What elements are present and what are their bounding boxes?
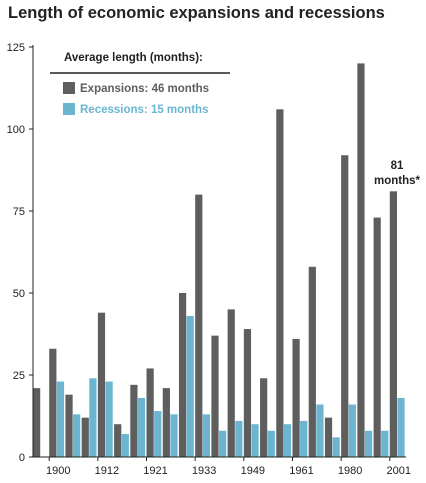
expansion-bar — [243, 329, 252, 457]
recession-bar — [283, 424, 292, 457]
recession-bar — [186, 315, 194, 457]
expansion-bar — [81, 417, 89, 457]
legend-heading: Average length (months): — [64, 52, 203, 64]
recession-bar — [154, 411, 162, 457]
recession-bar — [348, 404, 356, 457]
legend-label-expansions: Expansions: 46 months — [80, 83, 209, 95]
expansion-bar — [373, 217, 381, 457]
recession-bar — [300, 420, 308, 457]
y-tick-label: 100 — [7, 124, 25, 136]
y-axis-ticks: 0 25 50 75 100 125 — [7, 42, 33, 464]
recession-bar — [121, 434, 129, 457]
y-tick-label: 25 — [13, 370, 25, 382]
expansion-bar — [260, 378, 268, 457]
expansion-bar — [162, 388, 170, 457]
recession-bar — [364, 430, 373, 457]
expansion-bar — [357, 63, 365, 458]
recession-bar — [235, 420, 243, 457]
recession-bar — [381, 430, 389, 457]
expansion-bar — [114, 424, 122, 457]
y-tick-label: 125 — [7, 42, 25, 54]
expansion-bar — [292, 338, 300, 457]
recession-bar — [202, 414, 211, 457]
bars-group — [33, 63, 405, 458]
annotation-value: 81 — [391, 160, 404, 172]
recession-bar — [137, 397, 146, 457]
legend-swatch-expansions — [63, 82, 75, 94]
recession-bar — [56, 381, 65, 457]
recession-bar — [73, 414, 81, 457]
recession-bar — [267, 430, 275, 457]
recession-bar — [219, 430, 227, 457]
expansion-bar — [146, 368, 154, 457]
chart-title: Length of economic expansions and recess… — [8, 4, 385, 22]
y-tick-label: 75 — [13, 206, 25, 218]
expansion-bar — [130, 384, 138, 457]
x-tick-label: 1921 — [143, 465, 167, 477]
expansion-bar — [65, 394, 73, 457]
annotation: 81 months* — [374, 160, 421, 187]
x-tick-label: 1933 — [192, 465, 216, 477]
recession-bar — [332, 437, 340, 457]
expansion-bar — [227, 309, 235, 457]
expansion-bar — [389, 191, 397, 457]
y-tick-label: 0 — [19, 452, 25, 464]
x-tick-label: 1900 — [46, 465, 70, 477]
annotation-unit: months* — [374, 175, 421, 187]
y-tick-label: 50 — [13, 288, 25, 300]
expansion-bar — [276, 109, 284, 457]
expansion-bar — [341, 155, 349, 458]
recession-bar — [316, 404, 324, 457]
expansion-bar — [324, 417, 333, 457]
expansion-bar — [195, 194, 203, 457]
legend: Average length (months): Expansions: 46 … — [50, 52, 230, 116]
legend-swatch-recessions — [63, 103, 75, 115]
x-tick-label: 1980 — [338, 465, 362, 477]
legend-label-recessions: Recessions: 15 months — [80, 104, 208, 116]
recession-bar — [105, 381, 113, 457]
recession-bar — [397, 397, 405, 457]
expansion-bar — [308, 266, 316, 457]
expansion-bar — [33, 388, 41, 457]
x-tick-label: 2001 — [387, 465, 411, 477]
expansion-bar — [49, 348, 57, 457]
x-axis-ticks: 1900 1912 1921 1933 1949 1961 1980 2001 — [46, 457, 411, 477]
recession-bar — [251, 424, 259, 457]
x-tick-label: 1949 — [241, 465, 265, 477]
x-tick-label: 1961 — [289, 465, 313, 477]
expansion-bar — [211, 335, 219, 457]
recession-bar — [89, 378, 97, 457]
recession-bar — [170, 414, 178, 457]
expansion-bar — [178, 293, 187, 457]
expansion-bar — [97, 312, 106, 457]
x-tick-label: 1912 — [95, 465, 119, 477]
